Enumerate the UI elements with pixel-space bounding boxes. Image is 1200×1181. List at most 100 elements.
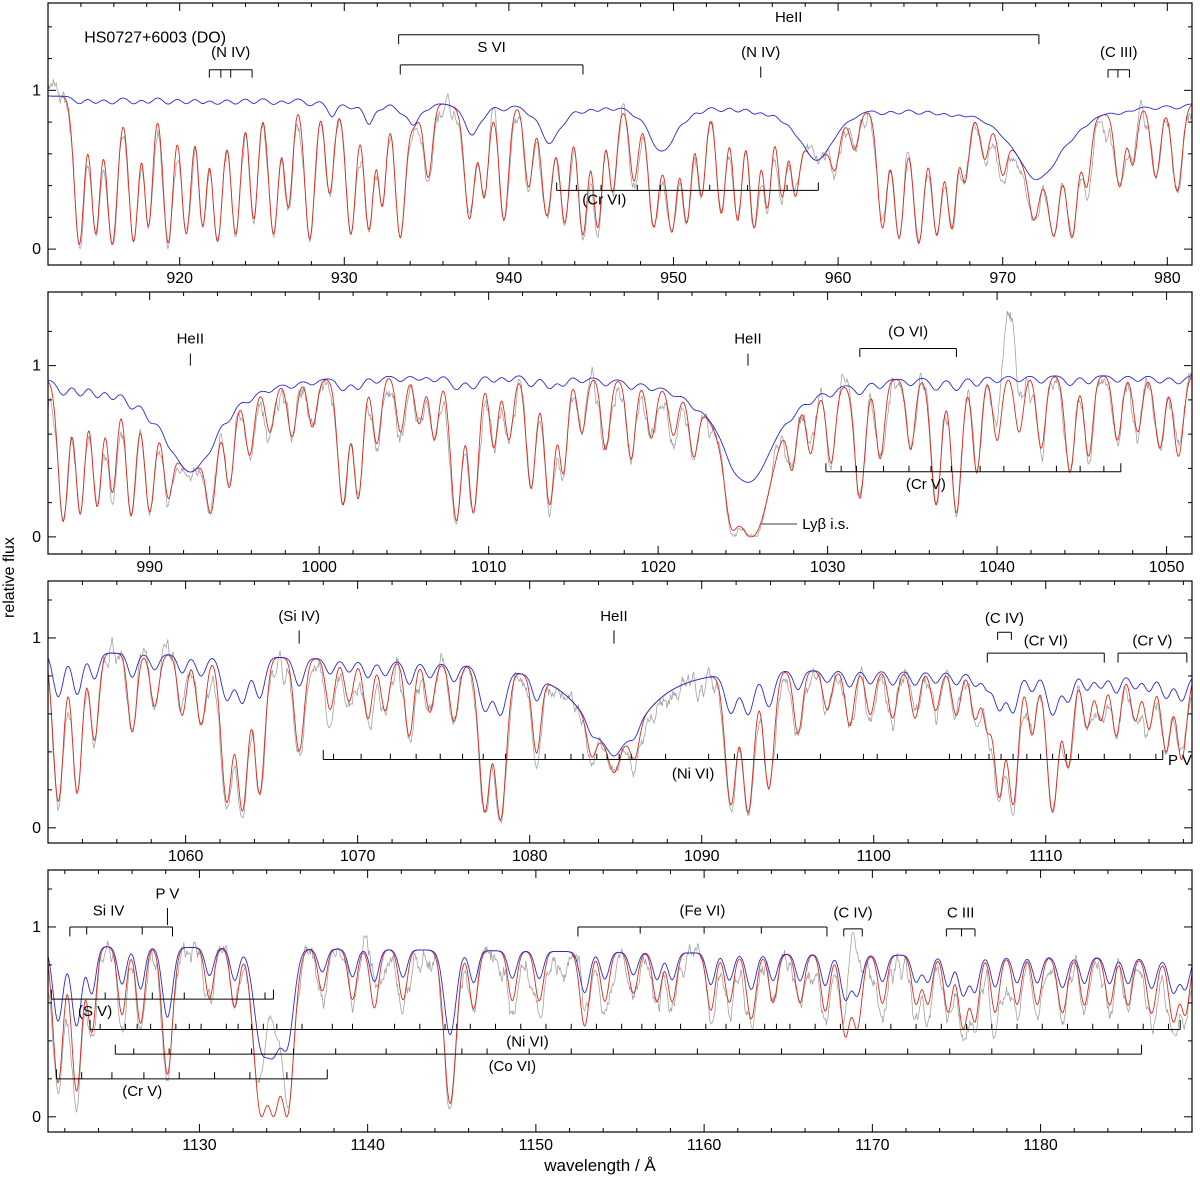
annotation-cr-v: (Cr V) [825, 463, 1122, 493]
annotation-si-iv: Si IV [69, 903, 173, 937]
annotation-co-vi: (Co VI) [114, 1044, 1143, 1075]
annotation-label: HeII [177, 330, 205, 347]
annotation-label: Si IV [93, 903, 125, 920]
annotation-hs0727-6003-do: HS0727+6003 (DO) [84, 30, 226, 47]
annotation-s-v: (S V) [50, 989, 274, 1020]
annotation-label: (N IV) [741, 44, 780, 61]
annotation-label: (Cr V) [1132, 633, 1172, 650]
x-tick-label: 1060 [168, 848, 204, 865]
red-model-spectrum [48, 95, 1193, 246]
y-tick-label: 1 [32, 82, 41, 99]
annotation-si-iv: (Si IV) [278, 608, 320, 644]
annotation-label: (Si IV) [278, 608, 320, 625]
x-tick-label: 920 [166, 270, 193, 287]
x-tick-label: 980 [1154, 270, 1181, 287]
y-tick-label: 0 [32, 820, 41, 837]
blue-model-spectrum [47, 652, 1193, 757]
annotation-label: HeII [600, 608, 628, 625]
x-tick-label: 1100 [857, 848, 892, 865]
annotation-n-iv: (N IV) [208, 44, 253, 78]
axis-tick-labels: 920 930 940 950 960 970 980 0 1 [32, 82, 1181, 287]
x-tick-label: 1130 [182, 1137, 217, 1154]
annotation-fe-vi: (Fe VI) [577, 903, 828, 937]
annotation-p-v: P V [155, 885, 179, 926]
panel-svg-3: 1060 1070 1080 1090 1100 1110 0 1 (Si IV) HeII (C … [32, 580, 1193, 865]
annotation-label: (C III) [1100, 44, 1138, 61]
y-tick-label: 1 [32, 630, 41, 647]
x-tick-label: 1010 [471, 559, 507, 576]
x-tick-label: 1020 [640, 559, 676, 576]
panel-svg-2: 990 1000 1010 1020 1030 1040 1050 0 1 HeII HeII (O … [32, 291, 1193, 576]
plot-frame [47, 291, 1193, 555]
red-model-spectrum [47, 375, 1193, 538]
annotation-label: Lyβ i.s. [802, 516, 849, 533]
observed-spectrum [47, 310, 1193, 538]
x-tick-label: 1090 [684, 848, 720, 865]
spectrum-panel-4: 1130 1140 1150 1160 1170 1180 0 1 Si IV P V (Fe VI… [0, 867, 1200, 1156]
y-tick-label: 0 [32, 241, 41, 258]
axis-tick-labels: 1060 1070 1080 1090 1100 1110 0 1 [32, 630, 1062, 865]
spectrum-panel-2: 990 1000 1010 1020 1030 1040 1050 0 1 HeII HeII (O … [0, 289, 1200, 578]
blue-model-spectrum [48, 95, 1193, 181]
annotation-label: C III [947, 904, 975, 921]
annotation-label: (Cr V) [906, 476, 946, 493]
annotation-cr-vi: (Cr VI) [986, 633, 1105, 663]
annotation-p-v: P V [1168, 752, 1192, 769]
x-tick-label: 990 [136, 559, 163, 576]
y-tick-label: 0 [32, 529, 41, 546]
y-axis-title: relative flux [1, 537, 18, 619]
annotation-label: (S V) [78, 1003, 112, 1020]
annotation-label: (Cr VI) [1024, 633, 1068, 650]
annotation-label: (Ni VI) [506, 1034, 549, 1051]
annotation-label: (Cr V) [122, 1083, 162, 1100]
annotation-ni-vi: (Ni VI) [322, 749, 1164, 782]
y-tick-label: 0 [32, 1109, 41, 1126]
axis-tick-labels: 990 1000 1010 1020 1030 1040 1050 0 1 [32, 358, 1184, 576]
annotation-label: HeII [775, 9, 803, 26]
x-tick-label: 1160 [687, 1137, 722, 1154]
annotation-label: (Co VI) [489, 1058, 537, 1075]
spectrum-panel-1: 920 930 940 950 960 970 980 0 1 HS0727+6003 (DO)(… [0, 0, 1200, 289]
x-tick-label: 1150 [519, 1137, 554, 1154]
annotation-label: (Cr VI) [582, 192, 626, 209]
annotation-cr-v: (Cr V) [1117, 633, 1188, 663]
spectrum-panel-3: 1060 1070 1080 1090 1100 1110 0 1 (Si IV) HeII (C … [0, 578, 1200, 867]
plot-frame [47, 869, 1193, 1133]
annotation-o-vi: (O VI) [859, 324, 957, 358]
annotation-label: (N IV) [211, 44, 250, 61]
x-tick-label: 960 [825, 270, 852, 287]
annotation-label: P V [155, 885, 179, 902]
axis-ticks [48, 3, 1192, 265]
annotation-label: HS0727+6003 (DO) [84, 30, 226, 47]
observed-spectrum [47, 932, 1193, 1113]
annotation-c-iii: C III [945, 904, 976, 937]
axis-tick-labels: 1130 1140 1150 1160 1170 1180 0 1 [32, 919, 1058, 1154]
x-tick-label: 1140 [350, 1137, 385, 1154]
plot-frame [47, 2, 1193, 266]
x-tick-label: 970 [989, 270, 1016, 287]
annotation-n-iv: (N IV) [741, 44, 780, 78]
annotation-c-iii: (C III) [1100, 44, 1138, 78]
x-tick-label: 1040 [979, 559, 1015, 576]
x-tick-label: 1030 [810, 559, 846, 576]
x-tick-label: 950 [660, 270, 687, 287]
annotation-c-iv: (C IV) [985, 610, 1024, 640]
annotation-label: (C IV) [833, 904, 872, 921]
annotation-label: (Ni VI) [672, 765, 715, 782]
observed-spectrum [47, 636, 1193, 824]
red-model-spectrum [47, 652, 1193, 821]
annotation-cr-v: (Cr V) [55, 1069, 328, 1100]
x-tick-label: 1050 [1149, 559, 1185, 576]
y-tick-label: 1 [32, 919, 41, 936]
annotation-s-vi: S VI [399, 39, 584, 75]
annotation-heii: HeII [734, 330, 762, 366]
blue-model-spectrum [47, 946, 1193, 1060]
observed-spectrum [47, 79, 1193, 250]
y-tick-label: 1 [32, 358, 41, 375]
annotation-heii: HeII [600, 608, 628, 644]
annotation-heii: HeII [398, 9, 1040, 45]
annotation-heii: HeII [177, 330, 205, 366]
x-tick-label: 1180 [1023, 1137, 1058, 1154]
